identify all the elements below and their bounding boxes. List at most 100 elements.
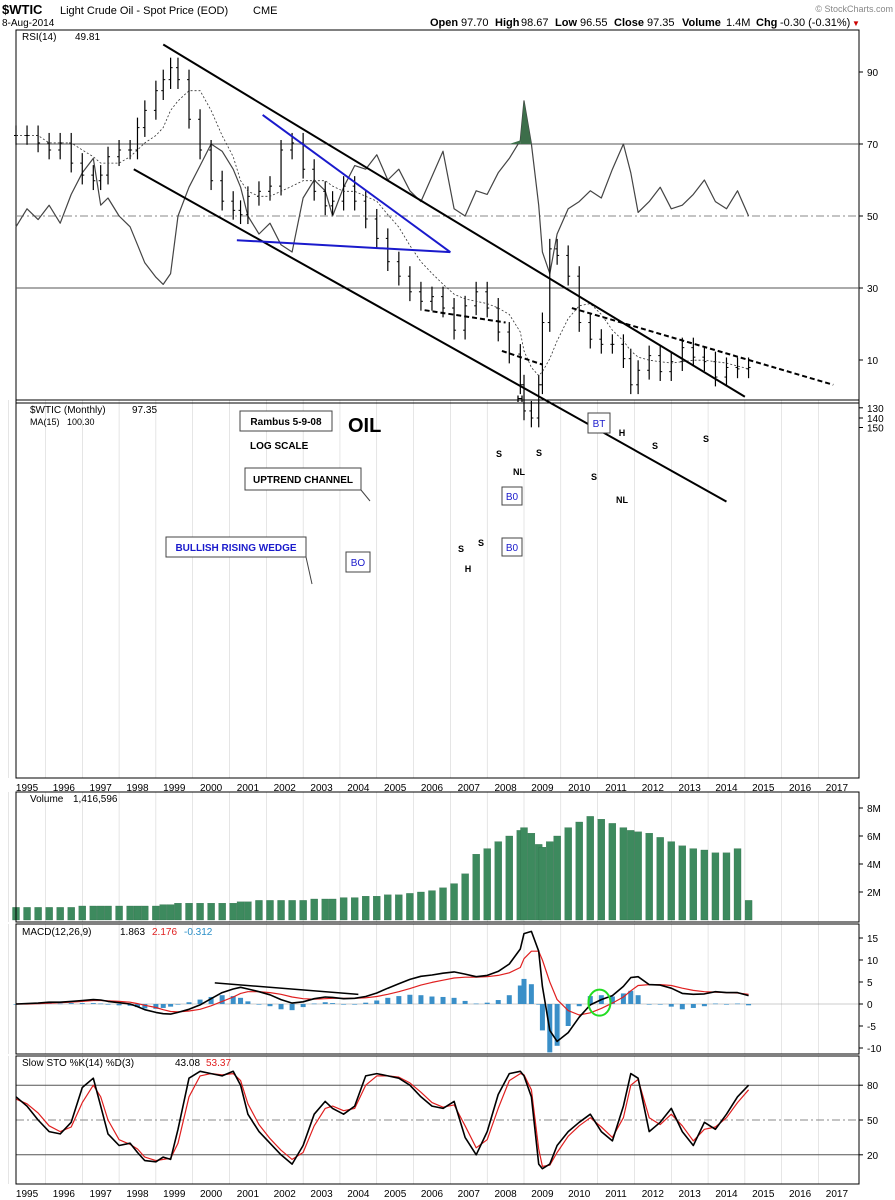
macd-histogram-bar: [142, 1004, 148, 1009]
bottom-x-axis-tick-label: 2002: [274, 1189, 297, 1200]
price-x-axis-tick-label: 2013: [679, 783, 702, 794]
macd-histogram-value: -0.312: [184, 927, 213, 938]
volume-axis-tick-label: 2M: [867, 888, 881, 899]
close-label: Close: [614, 17, 644, 29]
callout-pointer: [360, 489, 371, 502]
low-value: 96.55: [580, 17, 608, 29]
price-x-axis-tick-label: 2001: [237, 783, 260, 794]
price-x-axis-tick-label: 2009: [531, 783, 554, 794]
price-axis-tick-label: 130: [867, 404, 884, 415]
macd-histogram-bar: [341, 1004, 347, 1005]
macd-histogram-bar: [127, 1004, 133, 1006]
volume-bar: [115, 905, 123, 921]
volume-bar: [207, 903, 215, 921]
volume-bar: [678, 845, 686, 921]
uptrend-channel-lower-line: [162, 43, 746, 398]
annotation-oil: OIL: [348, 415, 381, 437]
annotation-pattern-mark: S: [703, 434, 709, 444]
volume-value: 1.4M: [726, 17, 750, 29]
price-x-axis-tick-label: 2016: [789, 783, 812, 794]
macd-histogram-bar: [646, 1004, 652, 1005]
macd-axis-tick-label: 5: [867, 978, 873, 989]
annotation-rambus-box: [239, 410, 333, 432]
macd-histogram-bar: [484, 1002, 490, 1004]
volume-panel-frame: [15, 791, 860, 923]
high-label: High: [495, 17, 520, 29]
rsi-overbought-fill: [520, 100, 525, 144]
macd-histogram-bar: [230, 996, 236, 1004]
macd-histogram-bar: [418, 995, 424, 1004]
volume-bar: [722, 852, 731, 921]
macd-label: MACD(12,26,9): [22, 927, 91, 938]
annotation-b0-lower: B0: [506, 543, 519, 554]
macd-histogram-bar: [289, 1004, 295, 1011]
volume-bar: [141, 905, 149, 921]
macd-histogram-bar: [495, 1000, 501, 1004]
volume-bar: [34, 907, 42, 921]
volume-bar: [634, 831, 642, 921]
annotation-b0-lower-box: [501, 537, 523, 557]
macd-histogram-bar: [116, 1004, 122, 1006]
top-neckline-dashed-line: [501, 349, 543, 366]
annotation-pattern-mark: H: [517, 394, 524, 404]
macd-axis-tick-label: 10: [867, 956, 879, 967]
price-value: 97.35: [132, 405, 157, 416]
macd-axis-tick-label: 0: [867, 1000, 873, 1011]
volume-bar: [126, 905, 134, 921]
macd-histogram-bar: [657, 1004, 663, 1005]
macd-signal-line: [16, 950, 749, 1016]
bottom-x-axis-tick-label: 1997: [90, 1189, 113, 1200]
volume-bar: [185, 903, 193, 921]
volume-bar: [373, 896, 381, 921]
macd-axis-tick-label: 15: [867, 934, 879, 945]
macd-histogram-bar: [396, 996, 402, 1004]
macd-histogram-bar: [175, 1004, 181, 1005]
macd-histogram-bar: [197, 999, 203, 1004]
sto-d-line: [15, 1072, 750, 1168]
sto-axis-tick-label: 80: [867, 1081, 879, 1092]
price-x-axis-tick-label: 2007: [458, 783, 481, 794]
annotation-pattern-mark: S: [536, 448, 542, 458]
macd-histogram-bar: [105, 1004, 111, 1005]
volume-bar: [505, 835, 513, 921]
macd-histogram-bar: [278, 1004, 284, 1010]
volume-bar: [97, 905, 105, 921]
macd-histogram-bar: [473, 1003, 479, 1005]
volume-bar: [339, 897, 348, 921]
ma-value: 100.30: [67, 417, 95, 427]
macd-panel-frame: [15, 923, 860, 1055]
rsi-axis-tick-label: 50: [867, 212, 879, 223]
macd-histogram-bar: [440, 996, 446, 1004]
volume-bar: [689, 848, 697, 921]
header-exchange: CME: [253, 5, 277, 17]
volume-bar: [384, 894, 392, 921]
volume-bar: [439, 887, 447, 921]
annotation-rambus: Rambus 5-9-08: [250, 417, 322, 428]
volume-bar: [546, 841, 554, 921]
volume-bar: [159, 904, 167, 921]
bottom-x-axis-tick-label: 2016: [789, 1189, 812, 1200]
macd-histogram-bar: [576, 1004, 582, 1007]
rsi-value: 49.81: [75, 32, 100, 43]
volume-bar: [627, 830, 635, 921]
volume-bar: [619, 827, 628, 921]
wedge-lower-line: [262, 114, 451, 253]
macd-histogram-bar: [521, 978, 527, 1004]
rsi-overbought-fill: [509, 140, 521, 144]
price-x-axis-tick-label: 2000: [200, 783, 223, 794]
header-description: Light Crude Oil - Spot Price (EOD): [60, 5, 228, 17]
volume-bar: [428, 890, 436, 921]
macd-signal-value: 2.176: [152, 927, 177, 938]
macd-histogram-bar: [90, 1003, 96, 1004]
volume-bar: [244, 901, 252, 921]
volume-bar: [133, 905, 142, 921]
volume-bar: [310, 898, 318, 921]
macd-histogram-bar: [219, 995, 225, 1004]
macd-histogram-bar: [506, 995, 512, 1004]
volume-bar: [527, 833, 536, 921]
rsi-label: RSI(14): [22, 32, 56, 43]
annotation-b0-upper: B0: [506, 492, 519, 503]
volume-bar: [395, 894, 403, 921]
volume-bar: [362, 896, 370, 921]
macd-line: [15, 930, 749, 1043]
